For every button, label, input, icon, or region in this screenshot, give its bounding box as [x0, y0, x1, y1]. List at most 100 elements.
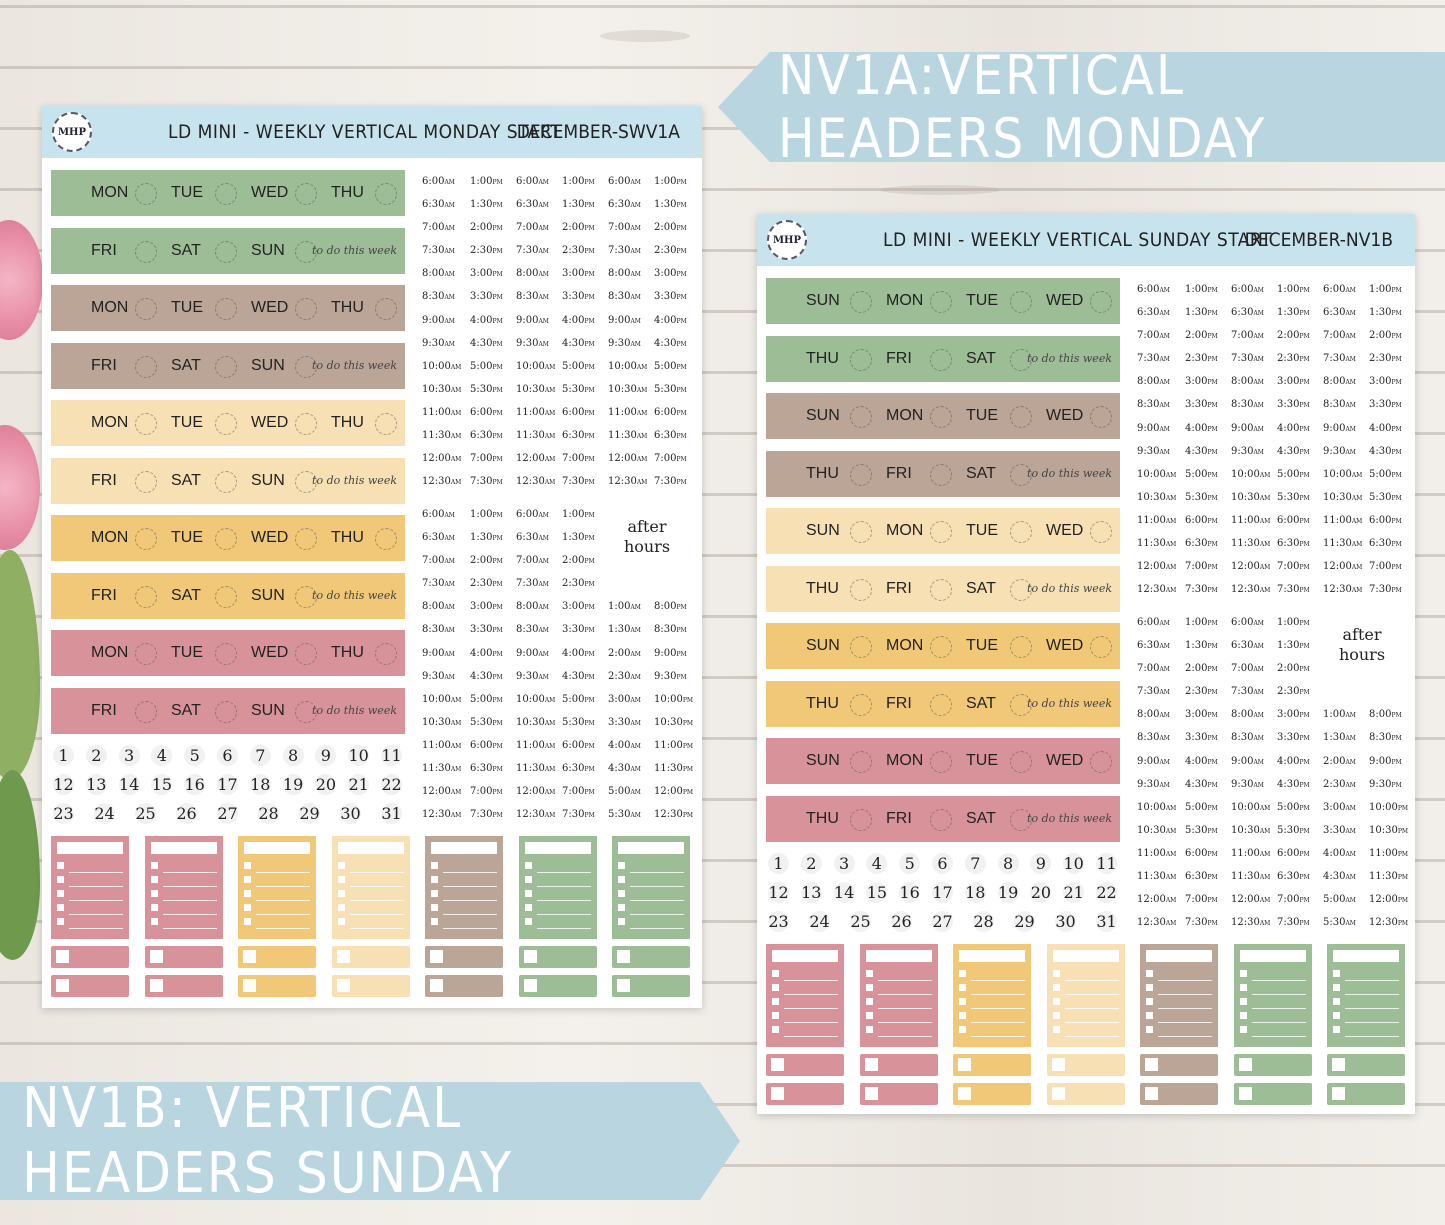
- time-value: 6:00: [654, 406, 677, 418]
- day-label: MON: [886, 522, 924, 539]
- time-cell: 5:00PM: [470, 688, 503, 711]
- time-column: 1:00PM 1:30PM 2:00PM 2:30PM 3:00PM 3:30PM 4:00…: [470, 170, 503, 493]
- time-value: 1:30: [654, 199, 677, 211]
- checkbox-chip: [51, 975, 129, 997]
- time-cell: 12:00AM: [1231, 888, 1270, 911]
- time-cell: 7:30AM: [1231, 680, 1270, 703]
- checkbox: [1239, 1026, 1247, 1033]
- checkbox: [430, 950, 443, 963]
- time-value: 10:30: [516, 383, 545, 395]
- time-cell: 1:00AM: [1323, 703, 1356, 726]
- time-suffix: PM: [584, 696, 595, 704]
- time-cell: 4:30PM: [470, 665, 503, 688]
- time-value: 12:00: [1137, 561, 1166, 573]
- checklist-line: [784, 994, 838, 995]
- time-value: 1:30: [470, 532, 493, 544]
- time-suffix: PM: [584, 294, 595, 302]
- time-suffix: AM: [450, 766, 462, 774]
- time-suffix: PM: [1391, 287, 1402, 294]
- time-cell: 6:30AM: [1137, 634, 1176, 657]
- checklist-line: [630, 928, 684, 929]
- date-circle: [1010, 406, 1032, 428]
- time-value: 10:00: [608, 360, 637, 372]
- time-cell: 10:30AM: [1137, 486, 1176, 509]
- time-suffix: PM: [584, 479, 595, 487]
- time-cell: 5:00PM: [1277, 463, 1310, 486]
- day-label: THU: [331, 644, 364, 661]
- time-value: 5:30: [1369, 491, 1392, 503]
- time-cell: 6:00PM: [1277, 509, 1310, 532]
- time-suffix: AM: [1253, 425, 1264, 433]
- time-value: 8:00: [1137, 376, 1160, 388]
- time-cell: 7:30PM: [562, 470, 595, 493]
- time-suffix: PM: [1397, 827, 1409, 835]
- time-cell: 5:00AM: [1323, 888, 1356, 911]
- date-circle: [930, 463, 952, 486]
- time-value: 4:30: [1185, 445, 1208, 457]
- time-suffix: AM: [1259, 920, 1271, 928]
- checkbox: [244, 862, 251, 869]
- time-cell: 1:30PM: [470, 526, 503, 549]
- time-value: 6:30: [1137, 307, 1160, 319]
- time-suffix: AM: [1253, 356, 1264, 364]
- checkbox: [618, 862, 625, 869]
- time-suffix: AM: [444, 650, 455, 658]
- time-value: 7:00: [1369, 561, 1392, 573]
- time-suffix: AM: [450, 409, 462, 417]
- time-suffix: AM: [630, 766, 641, 774]
- date-circle: [930, 808, 952, 831]
- time-cell: 5:30PM: [1277, 486, 1310, 509]
- time-suffix: AM: [1159, 448, 1170, 456]
- time-cell: 9:00AM: [1137, 417, 1176, 440]
- date-circle: [930, 521, 952, 543]
- time-suffix: AM: [1345, 920, 1356, 928]
- day-label: WED: [1046, 407, 1084, 424]
- checkbox: [864, 1087, 878, 1100]
- date-circle: [1010, 463, 1032, 486]
- time-value: 12:30: [1231, 584, 1260, 596]
- time-cell: 9:00AM: [608, 309, 647, 332]
- time-value: 10:00: [654, 693, 683, 705]
- time-value: 6:00: [470, 739, 493, 751]
- date-number: 14: [833, 882, 855, 903]
- time-suffix: AM: [444, 179, 455, 186]
- time-cell: 1:30PM: [562, 526, 595, 549]
- date-circle: [1090, 521, 1112, 543]
- time-suffix: AM: [1165, 850, 1177, 858]
- time-value: 3:30: [1323, 824, 1346, 836]
- banner-sunday-text: NV1B: VERTICAL HEADERS SUNDAY: [22, 1076, 514, 1206]
- date-number: 13: [800, 882, 822, 903]
- time-column: 6:00AM 6:30AM 7:00AM 7:30AM 8:00AM 8:30AM 9:00…: [1137, 278, 1176, 601]
- time-cell: 4:00PM: [562, 309, 595, 332]
- time-value: 2:30: [1277, 353, 1300, 365]
- time-value: 7:30: [1185, 584, 1208, 596]
- time-cell: 1:30PM: [654, 193, 687, 216]
- date-number: 30: [1055, 911, 1076, 932]
- time-suffix: PM: [584, 340, 595, 348]
- time-suffix: AM: [1259, 471, 1271, 479]
- time-suffix: AM: [630, 812, 641, 820]
- time-suffix: AM: [1253, 402, 1264, 410]
- time-value: 6:00: [562, 406, 585, 418]
- time-cell: 5:00AM: [608, 780, 641, 803]
- time-suffix: AM: [1159, 758, 1170, 766]
- time-suffix: PM: [584, 673, 595, 681]
- time-cell: 5:00PM: [470, 355, 503, 378]
- time-value: 4:00: [1185, 755, 1208, 767]
- time-cell: 3:30PM: [562, 618, 595, 641]
- checklist-line: [536, 872, 591, 873]
- time-cell: 8:30AM: [422, 285, 461, 308]
- time-value: 7:00: [1323, 330, 1346, 342]
- time-value: 5:30: [470, 716, 493, 728]
- time-suffix: AM: [1253, 735, 1264, 743]
- time-value: 7:30: [516, 578, 539, 590]
- checklist-line: [69, 900, 123, 901]
- time-cell: 2:30PM: [654, 239, 687, 262]
- time-value: 10:30: [1323, 491, 1352, 503]
- date-number: 9: [1030, 853, 1052, 874]
- checklist-sticker: [144, 836, 223, 939]
- date-number: 25: [135, 803, 156, 824]
- day-label: MON: [91, 644, 129, 661]
- weekly-header-strip: MON TUE WED THU: [51, 170, 405, 216]
- time-cell: 6:30PM: [470, 424, 503, 447]
